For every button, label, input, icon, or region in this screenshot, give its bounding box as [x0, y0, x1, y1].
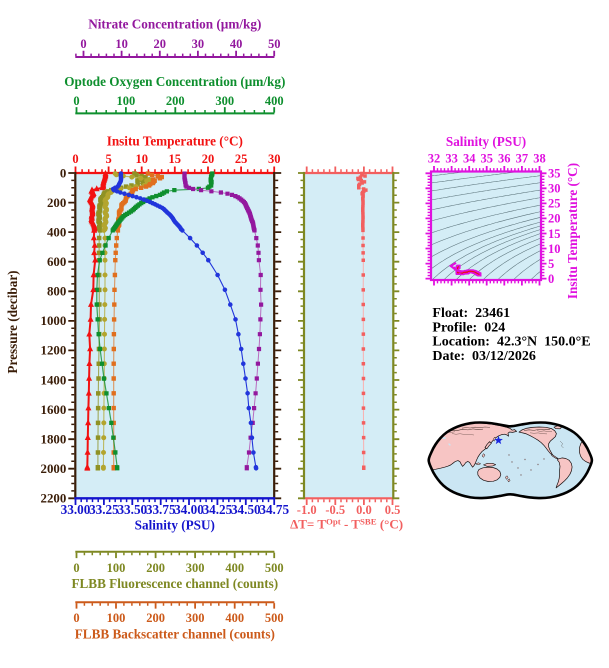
- svg-text:20: 20: [154, 37, 167, 51]
- svg-text:1200: 1200: [41, 344, 67, 358]
- svg-text:300: 300: [186, 611, 205, 625]
- svg-text:34.00: 34.00: [174, 502, 204, 517]
- svg-text:200: 200: [166, 94, 185, 108]
- svg-text:400: 400: [225, 611, 244, 625]
- svg-text:100: 100: [107, 611, 126, 625]
- svg-text:0: 0: [548, 272, 554, 286]
- svg-text:10: 10: [115, 37, 128, 51]
- svg-text:32: 32: [428, 152, 441, 166]
- svg-text:1000: 1000: [41, 314, 67, 328]
- svg-text:38: 38: [533, 152, 546, 166]
- svg-text:200: 200: [146, 611, 165, 625]
- svg-text:0: 0: [72, 152, 78, 166]
- svg-text:34.75: 34.75: [259, 502, 289, 517]
- svg-text:100: 100: [107, 561, 126, 575]
- svg-text:30: 30: [548, 182, 561, 196]
- svg-text:0: 0: [73, 94, 79, 108]
- svg-text:1400: 1400: [41, 373, 67, 387]
- svg-text:37: 37: [516, 152, 529, 166]
- svg-text:33.25: 33.25: [89, 502, 119, 517]
- svg-text:0: 0: [80, 37, 86, 51]
- svg-text:25: 25: [548, 197, 561, 211]
- svg-text:400: 400: [47, 225, 66, 239]
- svg-text:Float: 23461: Float: 23461: [432, 306, 510, 321]
- svg-text:33.00: 33.00: [61, 502, 91, 517]
- svg-text:Pressure (decibar): Pressure (decibar): [5, 270, 20, 373]
- svg-text:2200: 2200: [41, 492, 67, 506]
- svg-text:15: 15: [548, 227, 561, 241]
- svg-text:15: 15: [169, 152, 182, 166]
- svg-text:300: 300: [215, 94, 234, 108]
- svg-text:-1.0: -1.0: [297, 503, 317, 517]
- svg-text:10: 10: [135, 152, 148, 166]
- svg-text:0.5: 0.5: [385, 503, 401, 517]
- svg-text:5: 5: [548, 257, 554, 271]
- svg-text:500: 500: [265, 561, 284, 575]
- svg-text:25: 25: [235, 152, 248, 166]
- svg-text:34.25: 34.25: [203, 502, 233, 517]
- svg-text:20: 20: [202, 152, 215, 166]
- svg-text:Insitu Temperature (°C): Insitu Temperature (°C): [565, 163, 580, 299]
- svg-text:ΔT= TOpt - TSBE (°C): ΔT= TOpt - TSBE (°C): [290, 517, 403, 532]
- svg-text:0: 0: [73, 561, 79, 575]
- svg-text:Salinity (PSU): Salinity (PSU): [446, 134, 526, 149]
- svg-text:Date: 03/12/2026: Date: 03/12/2026: [432, 349, 535, 364]
- svg-text:FLBB Fluorescence channel (cou: FLBB Fluorescence channel (counts): [71, 576, 278, 591]
- svg-text:800: 800: [47, 285, 66, 299]
- svg-text:34: 34: [463, 152, 476, 166]
- svg-text:200: 200: [146, 561, 165, 575]
- svg-text:Profile: 024: Profile: 024: [432, 320, 505, 335]
- svg-text:0.0: 0.0: [356, 503, 372, 517]
- svg-text:34.50: 34.50: [231, 502, 261, 517]
- svg-text:Insitu Temperature (°C): Insitu Temperature (°C): [107, 134, 243, 149]
- svg-text:1800: 1800: [41, 433, 67, 447]
- svg-text:600: 600: [47, 255, 66, 269]
- svg-text:FLBB Backscatter channel (coun: FLBB Backscatter channel (counts): [75, 626, 275, 641]
- svg-text:10: 10: [548, 242, 561, 256]
- svg-text:20: 20: [548, 212, 561, 226]
- svg-text:50: 50: [268, 37, 281, 51]
- svg-text:30: 30: [192, 37, 205, 51]
- svg-text:33.75: 33.75: [146, 502, 176, 517]
- svg-text:Nitrate Concentration (µm/kg): Nitrate Concentration (µm/kg): [88, 17, 261, 32]
- svg-text:-0.5: -0.5: [325, 503, 345, 517]
- svg-text:35: 35: [480, 152, 493, 166]
- svg-text:33: 33: [445, 152, 458, 166]
- svg-text:500: 500: [265, 611, 284, 625]
- svg-text:2000: 2000: [41, 462, 67, 476]
- svg-text:Salinity (PSU): Salinity (PSU): [135, 518, 215, 533]
- svg-text:100: 100: [117, 94, 136, 108]
- svg-text:400: 400: [225, 561, 244, 575]
- svg-text:33.50: 33.50: [117, 502, 147, 517]
- svg-text:35: 35: [548, 167, 561, 181]
- svg-text:Optode Oxygen Concentration (µ: Optode Oxygen Concentration (µm/kg): [64, 74, 285, 89]
- svg-text:Location: 42.3°N 150.0°E: Location: 42.3°N 150.0°E: [432, 335, 590, 350]
- svg-text:0: 0: [73, 611, 79, 625]
- svg-text:36: 36: [498, 152, 511, 166]
- svg-text:30: 30: [268, 152, 281, 166]
- svg-text:40: 40: [230, 37, 243, 51]
- svg-text:300: 300: [186, 561, 205, 575]
- svg-text:400: 400: [265, 94, 284, 108]
- svg-text:5: 5: [105, 152, 111, 166]
- svg-text:1600: 1600: [41, 403, 67, 417]
- svg-text:0: 0: [60, 166, 66, 180]
- svg-text:200: 200: [47, 196, 66, 210]
